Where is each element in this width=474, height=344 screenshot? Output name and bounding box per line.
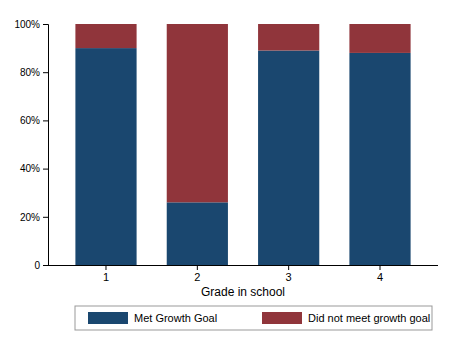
x-tick-label: 4 <box>377 271 383 283</box>
y-tick-label: 80% <box>20 67 40 78</box>
legend: Met Growth Goal Did not meet growth goal <box>75 306 432 330</box>
x-tick-label: 3 <box>286 271 292 283</box>
x-tick-mark <box>197 265 198 270</box>
x-tick: 3 <box>286 265 292 283</box>
y-tick: 100% <box>14 19 48 30</box>
bar-segment <box>167 24 228 202</box>
bars <box>75 24 410 265</box>
y-axis: 0 20% 40% 60% 80% 100% <box>14 19 48 271</box>
y-tick-label: 100% <box>14 19 40 30</box>
x-tick: 2 <box>194 265 200 283</box>
legend-swatch <box>262 312 302 324</box>
bar-segment <box>75 48 136 265</box>
x-tick-mark <box>380 265 381 270</box>
x-tick: 4 <box>377 265 383 283</box>
y-tick-label: 60% <box>20 115 40 126</box>
x-tick-label: 2 <box>194 271 200 283</box>
y-tick: 40% <box>20 163 48 174</box>
y-tick-label: 0 <box>34 260 40 271</box>
y-tick-mark <box>43 72 48 73</box>
y-tick-label: 20% <box>20 212 40 223</box>
y-tick-mark <box>43 217 48 218</box>
y-tick-mark <box>43 169 48 170</box>
legend-label: Did not meet growth goal <box>308 312 430 324</box>
bar-segment <box>75 24 136 48</box>
legend-box <box>75 306 432 330</box>
y-axis-line <box>43 25 49 266</box>
x-tick-mark <box>288 265 289 270</box>
y-tick-mark <box>43 265 48 266</box>
y-tick: 0 <box>34 260 48 271</box>
y-tick: 80% <box>20 67 48 78</box>
y-tick-mark <box>43 120 48 121</box>
x-axis: 1 2 3 4 <box>48 265 438 283</box>
y-tick: 60% <box>20 115 48 126</box>
bar-segment <box>167 202 228 265</box>
bar-segment <box>349 24 410 53</box>
bar-segment <box>349 53 410 265</box>
x-axis-line <box>48 265 438 266</box>
x-tick: 1 <box>103 265 109 283</box>
y-tick-label: 40% <box>20 163 40 174</box>
bar-segment <box>258 51 319 265</box>
legend-swatch <box>88 312 128 324</box>
legend-label: Met Growth Goal <box>134 312 217 324</box>
y-tick: 20% <box>20 212 48 223</box>
y-tick-mark <box>43 24 48 25</box>
bar-segment <box>258 24 319 51</box>
x-tick-mark <box>105 265 106 270</box>
x-axis-title: Grade in school <box>201 285 285 299</box>
x-tick-label: 1 <box>103 271 109 283</box>
chart: 0 20% 40% 60% 80% 100% 1 2 3 4 Grade in school Met … <box>0 0 474 344</box>
